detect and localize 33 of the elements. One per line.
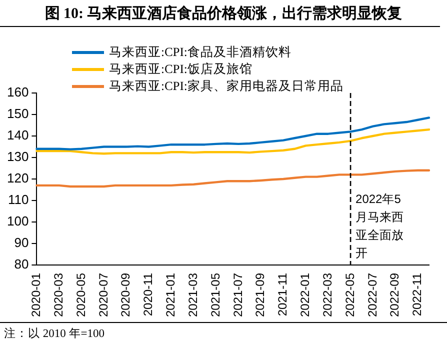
x-tick-label: 2022-01 — [298, 272, 312, 318]
text: 注：以 2010 年=100 — [4, 326, 104, 341]
y-tick-label: 130 — [6, 149, 29, 164]
x-tick-label: 2020-07 — [96, 272, 110, 318]
y-tick-label: 160 — [6, 84, 29, 100]
legend-label: 马来西亚:CPI:饭店及旅馆 — [109, 61, 252, 78]
legend-label: 马来西亚:CPI:家具、家用电器及日常用品 — [109, 78, 344, 95]
x-tick-label: 2022-07 — [365, 272, 380, 318]
x-tick-label: 2021-03 — [186, 272, 200, 318]
x-tick-label: 2020-09 — [118, 272, 133, 318]
x-tick-label: 2021-07 — [230, 272, 245, 318]
chart-title: 图 10: 马来西亚酒店食品价格领涨，出行需求明显恢复 — [44, 4, 404, 23]
ref-line-label: 2022年5月马来西亚全面放开 — [356, 192, 404, 260]
x-tick-label: 2022-05 — [342, 272, 357, 318]
x-tick-label: 2022-11 — [410, 272, 424, 316]
y-tick-label: 80 — [14, 256, 29, 272]
x-tick-label: 2021-09 — [253, 272, 268, 318]
x-tick-label: 2021-01 — [164, 272, 178, 318]
y-tick-label: 100 — [6, 214, 29, 229]
x-tick-label: 2020-01 — [29, 272, 43, 318]
x-tick-label: 2020-03 — [51, 272, 66, 318]
x-tick-label: 2020-05 — [74, 272, 88, 318]
y-tick-label: 140 — [6, 128, 29, 143]
x-tick-label: 2020-11 — [141, 272, 156, 316]
x-tick-label: 2021-11 — [276, 272, 290, 316]
x-tick-label: 2022-09 — [388, 272, 402, 318]
y-tick-label: 90 — [14, 235, 29, 250]
legend-label: 马来西亚:CPI:食品及非酒精饮料 — [109, 44, 292, 61]
y-tick-label: 110 — [8, 192, 29, 208]
y-tick-label: 120 — [6, 170, 29, 186]
x-tick-label: 2021-05 — [208, 272, 222, 318]
x-tick-label: 2022-03 — [320, 272, 334, 318]
y-tick-label: 150 — [6, 106, 29, 122]
